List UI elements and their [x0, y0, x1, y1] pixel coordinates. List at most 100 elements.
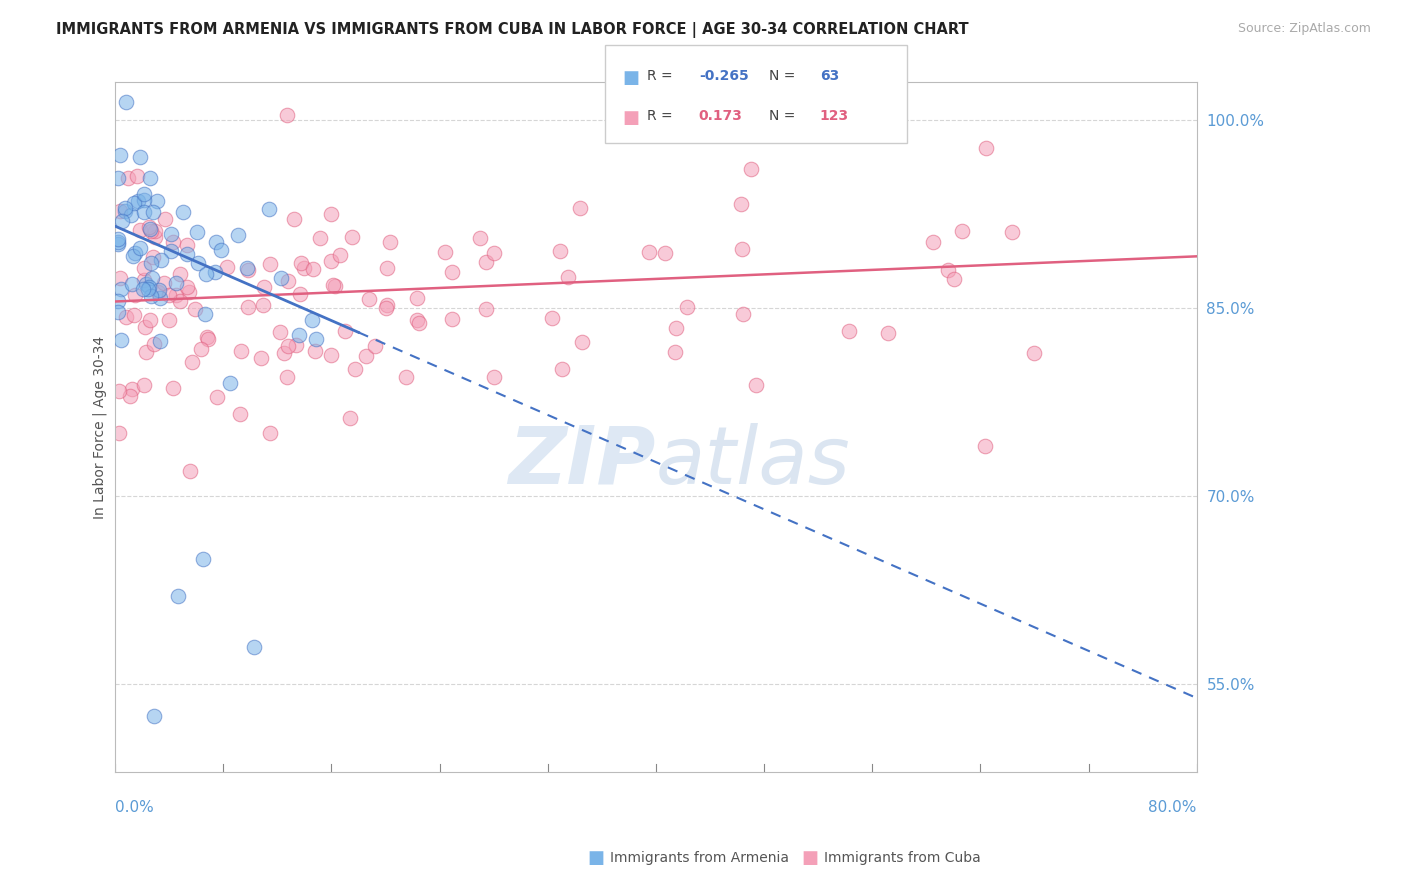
Point: [323, 279, 346, 293]
Point: [250, 351, 273, 366]
Point: [110, 148, 132, 162]
Point: [440, 265, 463, 279]
Point: [128, 151, 150, 165]
Point: [107, 236, 129, 251]
Point: [276, 108, 298, 122]
Point: [110, 204, 132, 219]
Point: [292, 260, 315, 275]
Point: [142, 336, 165, 351]
Point: [129, 223, 152, 237]
Point: [290, 255, 312, 269]
Point: [114, 310, 136, 325]
Point: [405, 312, 427, 326]
Point: [731, 307, 754, 321]
Point: [142, 708, 165, 723]
Point: [139, 313, 162, 327]
Point: [132, 193, 155, 207]
Point: [142, 250, 165, 264]
Point: [305, 332, 328, 346]
Text: 0.0%: 0.0%: [115, 800, 153, 814]
Text: N =: N =: [769, 69, 796, 83]
Point: [322, 278, 344, 293]
Point: [343, 361, 366, 376]
Point: [167, 590, 190, 604]
Point: [124, 287, 146, 301]
Point: [110, 333, 132, 347]
Point: [207, 390, 229, 404]
Point: [441, 312, 464, 326]
Point: [141, 270, 163, 285]
Text: ■: ■: [801, 849, 818, 867]
Point: [143, 224, 166, 238]
Point: [288, 287, 311, 301]
Point: [339, 410, 361, 425]
Point: [139, 256, 162, 270]
Text: 0.173: 0.173: [699, 109, 742, 123]
Point: [114, 204, 136, 219]
Point: [132, 261, 155, 276]
Point: [943, 272, 966, 286]
Point: [571, 334, 593, 349]
Point: [169, 293, 191, 308]
Point: [231, 344, 253, 359]
Point: [675, 300, 697, 314]
Point: [195, 330, 218, 344]
Point: [141, 289, 163, 303]
Point: [319, 207, 342, 221]
Point: [127, 194, 149, 209]
Point: [127, 169, 149, 183]
Point: [149, 291, 172, 305]
Point: [176, 247, 198, 261]
Point: [132, 187, 155, 202]
Point: [149, 334, 172, 349]
Point: [308, 231, 330, 245]
Text: N =: N =: [769, 109, 796, 123]
Point: [665, 320, 688, 334]
Point: [141, 204, 163, 219]
Point: [257, 202, 280, 217]
Point: [153, 276, 176, 290]
Point: [139, 221, 162, 235]
Point: [138, 220, 160, 235]
Point: [283, 211, 305, 226]
Point: [132, 281, 155, 295]
Point: [209, 243, 232, 257]
Point: [259, 257, 281, 271]
Point: [569, 202, 592, 216]
Point: [364, 339, 387, 353]
Text: 80.0%: 80.0%: [1149, 800, 1197, 814]
Point: [664, 345, 686, 359]
Point: [114, 95, 136, 110]
Point: [162, 381, 184, 395]
Point: [974, 439, 997, 453]
Point: [1001, 225, 1024, 239]
Point: [340, 230, 363, 244]
Point: [124, 245, 146, 260]
Point: [128, 241, 150, 255]
Point: [184, 301, 207, 316]
Point: [138, 279, 160, 293]
Point: [259, 426, 281, 441]
Point: [269, 325, 291, 339]
Point: [321, 253, 343, 268]
Point: [120, 208, 142, 222]
Point: [236, 300, 259, 314]
Point: [375, 301, 398, 315]
Point: [395, 370, 418, 384]
Point: [122, 249, 145, 263]
Point: [108, 384, 131, 398]
Point: [551, 362, 574, 376]
Point: [135, 277, 157, 292]
Point: [333, 324, 356, 338]
Point: [226, 227, 249, 242]
Point: [107, 171, 129, 186]
Point: [1022, 345, 1045, 359]
Point: [557, 269, 579, 284]
Point: [181, 355, 204, 369]
Point: [132, 378, 155, 392]
Text: ■: ■: [588, 849, 605, 867]
Point: [378, 235, 401, 249]
Point: [475, 254, 498, 268]
Text: R =: R =: [647, 69, 672, 83]
Text: 123: 123: [820, 109, 849, 123]
